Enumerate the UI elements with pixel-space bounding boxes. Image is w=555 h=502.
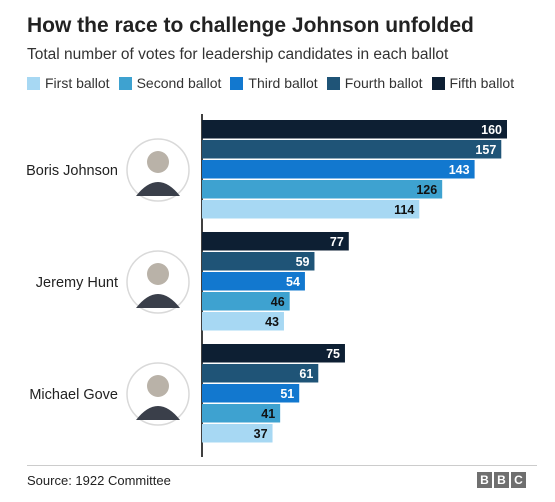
legend-swatch bbox=[230, 76, 244, 90]
legend-item: Fourth ballot bbox=[326, 75, 423, 91]
category-label: Boris Johnson bbox=[26, 163, 118, 179]
candidate-photo bbox=[126, 250, 190, 314]
footer-divider bbox=[27, 465, 537, 466]
bar bbox=[202, 344, 345, 363]
logo-letter: B bbox=[477, 472, 492, 488]
bar bbox=[202, 160, 475, 179]
data-label: 114 bbox=[394, 203, 414, 217]
bar bbox=[202, 424, 273, 443]
photo-shoulders bbox=[136, 182, 180, 196]
data-label: 126 bbox=[416, 183, 437, 197]
bar bbox=[202, 200, 420, 219]
data-label: 46 bbox=[271, 295, 285, 309]
data-label: 43 bbox=[265, 315, 279, 329]
legend-item: First ballot bbox=[27, 75, 110, 91]
photo-head bbox=[147, 263, 169, 285]
bar bbox=[202, 252, 315, 271]
bar bbox=[202, 292, 290, 311]
photo-head bbox=[147, 151, 169, 173]
bar bbox=[202, 140, 502, 159]
data-label: 143 bbox=[449, 163, 470, 177]
data-label: 61 bbox=[299, 367, 313, 381]
category-label: Michael Gove bbox=[29, 387, 118, 403]
bar bbox=[202, 232, 349, 251]
bar bbox=[202, 404, 281, 423]
logo-letter: C bbox=[511, 472, 526, 488]
candidate-photo bbox=[126, 138, 190, 202]
data-label: 77 bbox=[330, 235, 344, 249]
chart-subtitle: Total number of votes for leadership can… bbox=[27, 46, 449, 63]
data-label: 37 bbox=[254, 427, 268, 441]
legend-label: Fourth ballot bbox=[344, 75, 423, 91]
legend-label: First ballot bbox=[45, 75, 110, 91]
bar bbox=[202, 272, 305, 291]
category-label: Jeremy Hunt bbox=[36, 275, 118, 291]
legend-item: Third ballot bbox=[230, 75, 318, 91]
legend-item: Fifth ballot bbox=[431, 75, 515, 91]
data-label: 59 bbox=[296, 255, 310, 269]
photo-head bbox=[147, 375, 169, 397]
photo-shoulders bbox=[136, 294, 180, 308]
legend-swatch bbox=[431, 76, 445, 90]
legend-swatch bbox=[118, 76, 132, 90]
data-label: 41 bbox=[261, 407, 275, 421]
legend-label: Fifth ballot bbox=[449, 75, 515, 91]
bar bbox=[202, 384, 300, 403]
data-label: 160 bbox=[481, 123, 502, 137]
source-note: Source: 1922 Committee bbox=[27, 473, 171, 488]
legend-swatch bbox=[27, 76, 40, 90]
bar bbox=[202, 312, 284, 331]
bbc-logo: B B C bbox=[475, 472, 526, 488]
data-label: 157 bbox=[475, 143, 496, 157]
legend-swatch bbox=[326, 76, 340, 90]
photo-shoulders bbox=[136, 406, 180, 420]
legend-label: Third ballot bbox=[248, 75, 318, 91]
legend-label: Second ballot bbox=[136, 75, 222, 91]
data-label: 54 bbox=[286, 275, 300, 289]
logo-letter: B bbox=[494, 472, 509, 488]
data-label: 75 bbox=[326, 347, 340, 361]
chart-title: How the race to challenge Johnson unfold… bbox=[27, 14, 474, 37]
data-label: 51 bbox=[280, 387, 294, 401]
legend-item: Second ballot bbox=[118, 75, 222, 91]
bar bbox=[202, 364, 319, 383]
bar bbox=[202, 180, 443, 199]
bar bbox=[202, 120, 507, 139]
legend: First ballot Second ballot Third ballot Fou… bbox=[27, 75, 523, 91]
candidate-photo bbox=[126, 362, 190, 426]
